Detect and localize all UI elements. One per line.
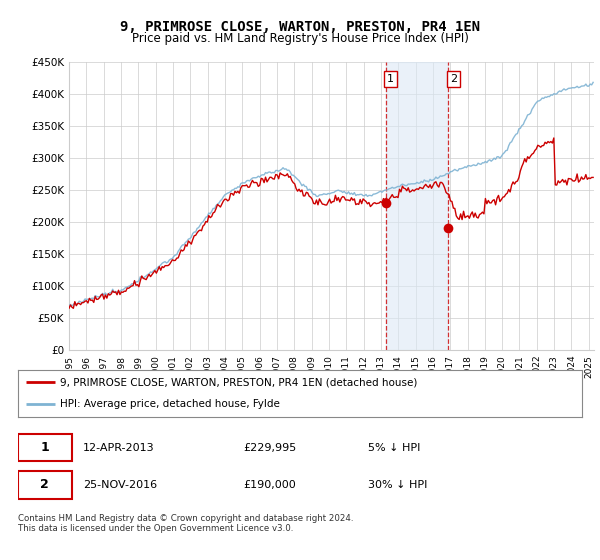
Text: 2: 2 bbox=[40, 478, 49, 491]
FancyBboxPatch shape bbox=[18, 433, 71, 461]
Text: 12-APR-2013: 12-APR-2013 bbox=[83, 442, 154, 452]
Text: Price paid vs. HM Land Registry's House Price Index (HPI): Price paid vs. HM Land Registry's House … bbox=[131, 32, 469, 45]
Text: 30% ↓ HPI: 30% ↓ HPI bbox=[368, 480, 427, 490]
Text: 1: 1 bbox=[40, 441, 49, 454]
Text: 5% ↓ HPI: 5% ↓ HPI bbox=[368, 442, 420, 452]
Text: 2: 2 bbox=[450, 74, 457, 84]
Text: Contains HM Land Registry data © Crown copyright and database right 2024.
This d: Contains HM Land Registry data © Crown c… bbox=[18, 514, 353, 534]
Text: 9, PRIMROSE CLOSE, WARTON, PRESTON, PR4 1EN (detached house): 9, PRIMROSE CLOSE, WARTON, PRESTON, PR4 … bbox=[60, 377, 418, 388]
Text: 9, PRIMROSE CLOSE, WARTON, PRESTON, PR4 1EN: 9, PRIMROSE CLOSE, WARTON, PRESTON, PR4 … bbox=[120, 20, 480, 34]
FancyBboxPatch shape bbox=[18, 471, 71, 498]
Text: HPI: Average price, detached house, Fylde: HPI: Average price, detached house, Fyld… bbox=[60, 399, 280, 409]
Bar bbox=[386, 62, 448, 350]
Text: 1: 1 bbox=[387, 74, 394, 84]
Text: £229,995: £229,995 bbox=[244, 442, 297, 452]
Text: 25-NOV-2016: 25-NOV-2016 bbox=[83, 480, 157, 490]
Text: £190,000: £190,000 bbox=[244, 480, 296, 490]
